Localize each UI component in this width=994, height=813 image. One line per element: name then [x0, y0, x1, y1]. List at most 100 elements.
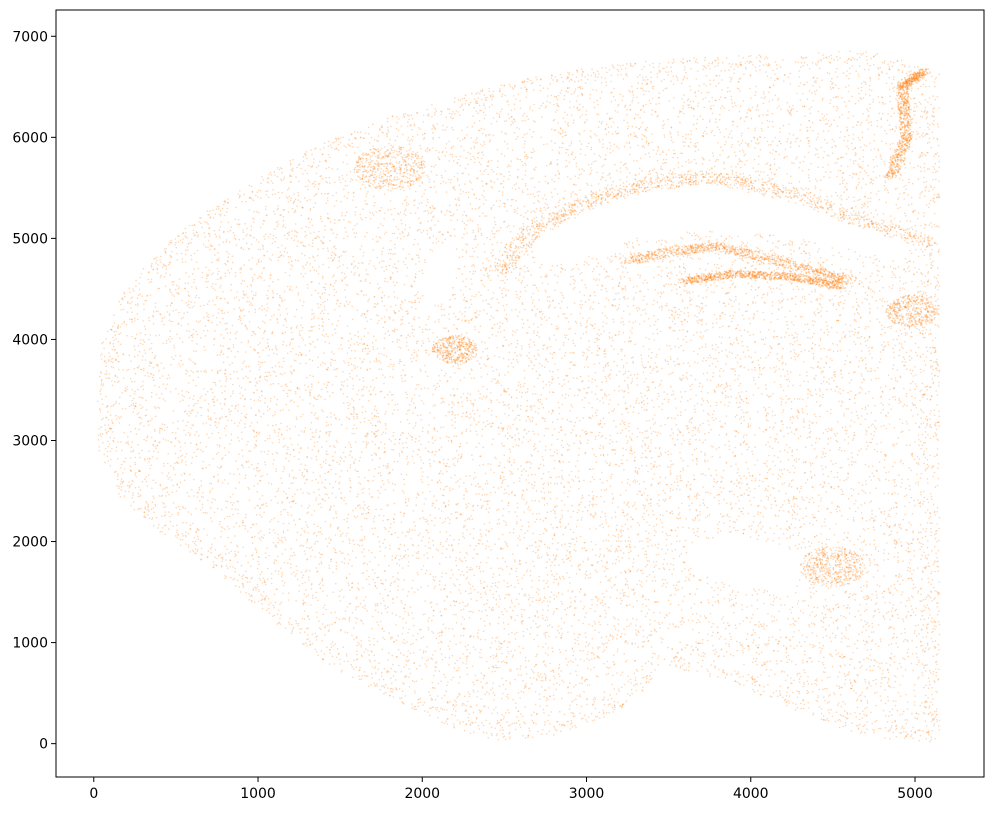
scatter-point — [934, 156, 936, 158]
scatter-point — [871, 554, 873, 556]
scatter-point — [676, 541, 678, 543]
scatter-point — [787, 675, 789, 677]
scatter-point — [258, 344, 260, 346]
scatter-point — [392, 483, 394, 485]
scatter-point — [225, 386, 227, 388]
scatter-point — [820, 358, 822, 360]
scatter-point — [137, 389, 139, 391]
scatter-point — [400, 189, 402, 191]
scatter-point — [784, 316, 786, 318]
scatter-point — [937, 274, 939, 276]
scatter-point — [503, 305, 505, 307]
scatter-point — [163, 367, 165, 369]
scatter-point — [803, 538, 805, 540]
scatter-point — [111, 358, 113, 360]
scatter-point — [595, 698, 597, 700]
scatter-point — [553, 509, 555, 511]
scatter-point — [429, 206, 431, 208]
scatter-point — [334, 181, 336, 183]
scatter-point — [549, 680, 551, 682]
scatter-point — [522, 179, 524, 181]
scatter-point — [894, 479, 896, 481]
scatter-point — [931, 253, 933, 255]
scatter-point — [538, 299, 540, 301]
scatter-point — [217, 466, 219, 468]
scatter-point — [479, 311, 481, 313]
scatter-point — [911, 203, 913, 205]
scatter-point — [558, 668, 560, 670]
scatter-point — [105, 338, 107, 340]
scatter-point — [291, 444, 293, 446]
scatter-point — [746, 606, 748, 608]
scatter-point — [900, 401, 902, 403]
scatter-point — [712, 176, 714, 178]
scatter-point — [655, 103, 657, 105]
scatter-point — [602, 446, 604, 448]
scatter-point — [754, 691, 756, 693]
scatter-point — [926, 636, 928, 638]
scatter-point — [459, 165, 461, 167]
scatter-point — [702, 639, 704, 641]
scatter-point — [472, 569, 474, 571]
scatter-point — [545, 678, 547, 680]
scatter-point — [446, 210, 448, 212]
scatter-point — [230, 502, 232, 504]
scatter-point — [381, 685, 383, 687]
scatter-point — [743, 401, 745, 403]
scatter-point — [822, 574, 824, 576]
scatter-point — [170, 364, 172, 366]
scatter-point — [454, 229, 456, 231]
scatter-point — [286, 426, 288, 428]
scatter-point — [671, 187, 673, 189]
scatter-point — [544, 504, 546, 506]
scatter-point — [349, 542, 351, 544]
scatter-point — [725, 386, 727, 388]
scatter-point — [763, 98, 765, 100]
scatter-point — [420, 587, 422, 589]
scatter-point — [492, 687, 494, 689]
scatter-point — [481, 180, 483, 182]
scatter-point — [808, 252, 810, 254]
scatter-point — [159, 407, 161, 409]
scatter-point — [277, 556, 279, 558]
scatter-point — [399, 439, 401, 441]
scatter-point — [707, 583, 709, 585]
scatter-point — [920, 477, 922, 479]
scatter-point — [421, 202, 423, 204]
scatter-point — [902, 64, 904, 66]
scatter-point — [615, 576, 617, 578]
scatter-point — [223, 337, 225, 339]
scatter-point — [446, 463, 448, 465]
scatter-point — [415, 191, 417, 193]
scatter-point — [809, 126, 811, 128]
scatter-point — [148, 450, 150, 452]
scatter-point — [666, 345, 668, 347]
scatter-point — [595, 570, 597, 572]
scatter-point — [904, 328, 906, 330]
scatter-point — [247, 377, 249, 379]
scatter-point — [864, 337, 866, 339]
scatter-point — [211, 502, 213, 504]
scatter-point — [151, 348, 153, 350]
scatter-point — [905, 271, 907, 273]
scatter-point — [536, 490, 538, 492]
scatter-point — [832, 573, 834, 575]
scatter-point — [932, 622, 934, 624]
scatter-point — [932, 674, 934, 676]
scatter-point — [356, 496, 358, 498]
scatter-point — [853, 210, 855, 212]
scatter-point — [170, 521, 172, 523]
scatter-point — [578, 566, 580, 568]
scatter-point — [257, 422, 259, 424]
scatter-point — [213, 458, 215, 460]
scatter-point — [549, 547, 551, 549]
scatter-point — [685, 336, 687, 338]
scatter-point — [567, 607, 569, 609]
scatter-point — [376, 577, 378, 579]
scatter-point — [100, 435, 102, 437]
scatter-point — [743, 151, 745, 153]
scatter-point — [516, 598, 518, 600]
scatter-point — [347, 385, 349, 387]
scatter-point — [560, 271, 562, 273]
scatter-point — [142, 344, 144, 346]
